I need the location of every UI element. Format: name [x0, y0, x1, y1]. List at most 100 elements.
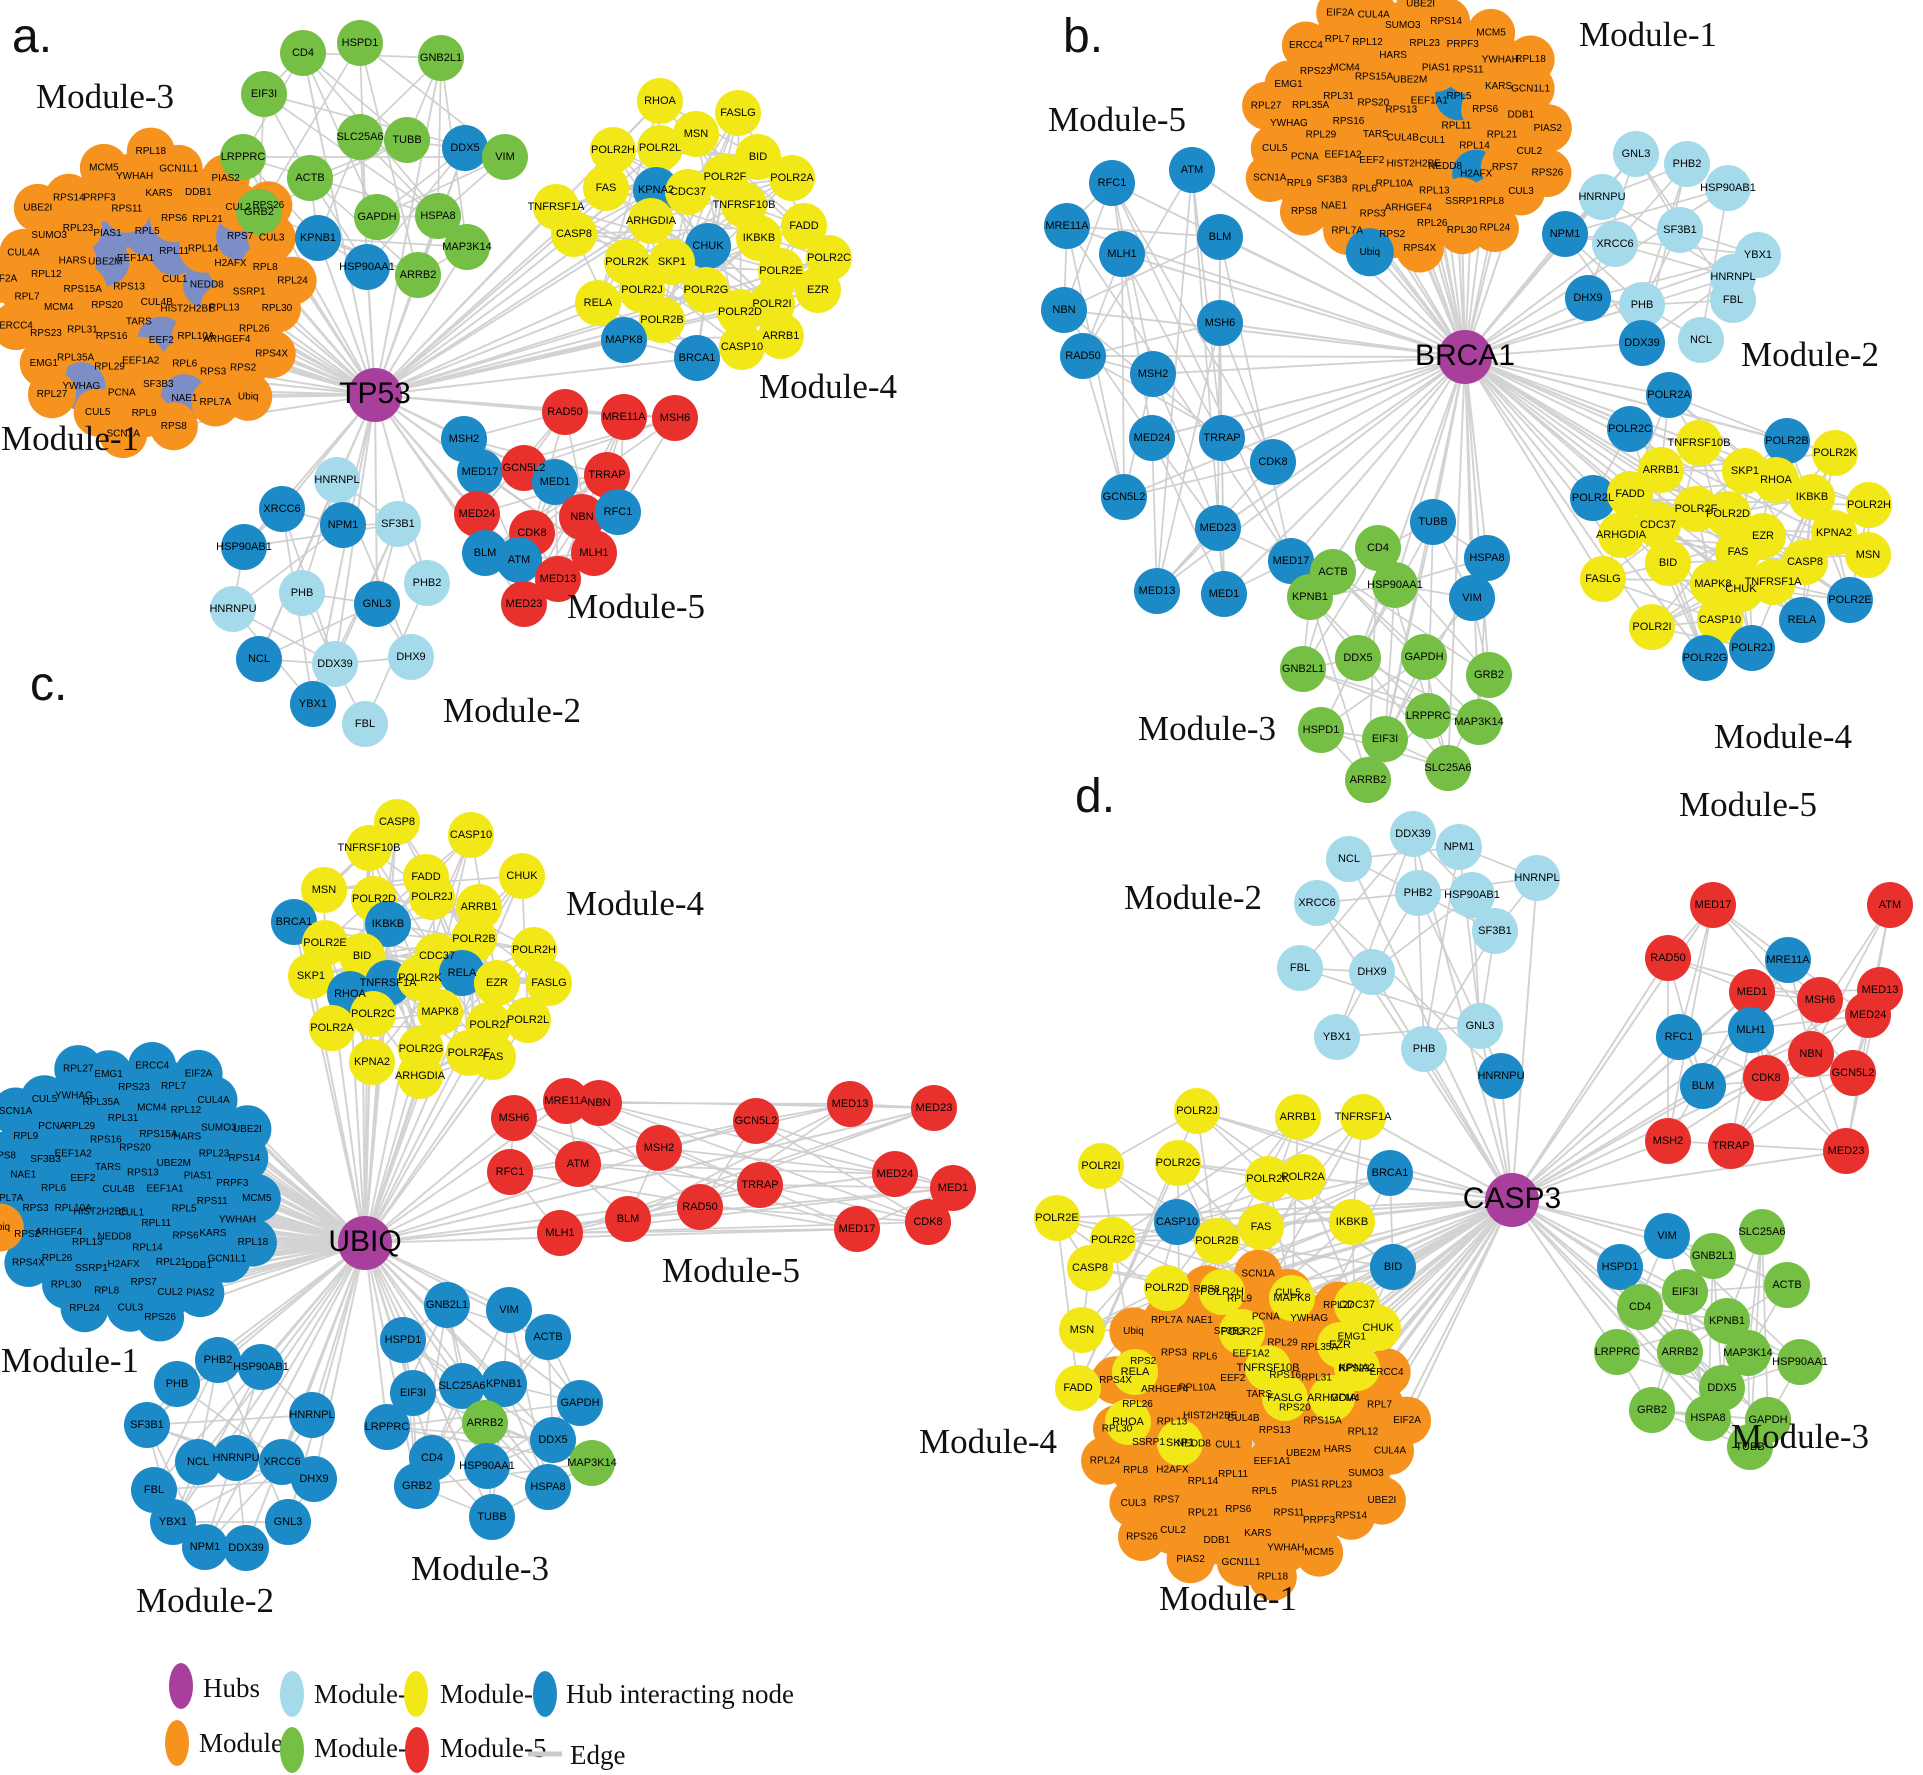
gene-node-KPNB1[interactable] [481, 1361, 527, 1407]
gene-node-CASP10[interactable] [1154, 1199, 1200, 1245]
gene-node-RPL18[interactable] [228, 1218, 277, 1267]
gene-node-EZR[interactable] [795, 267, 841, 313]
gene-node-TNFRSF1A[interactable] [1750, 559, 1796, 605]
gene-node-GNL3[interactable] [354, 581, 400, 627]
gene-node-ERCC4[interactable] [1281, 21, 1330, 70]
gene-node-UBE2I[interactable] [223, 1105, 272, 1154]
gene-node-MED24[interactable] [454, 491, 500, 537]
gene-node-BLM[interactable] [1680, 1063, 1726, 1109]
gene-node-TNFRSF10B[interactable] [346, 825, 392, 871]
gene-node-Ubiq[interactable] [1345, 228, 1394, 277]
gene-node-NPM1[interactable] [182, 1524, 228, 1570]
gene-node-ARRB2[interactable] [1345, 757, 1391, 803]
gene-node-GCN5L2[interactable] [1830, 1050, 1876, 1096]
gene-node-ARRB1[interactable] [1638, 447, 1684, 493]
gene-node-NBN[interactable] [1788, 1031, 1834, 1077]
gene-node-FADD[interactable] [1607, 471, 1653, 517]
gene-node-EIF2A[interactable] [1316, 0, 1365, 37]
gene-node-MED17[interactable] [1690, 882, 1736, 928]
gene-node-DDX5[interactable] [530, 1417, 576, 1463]
gene-node-MAPK8[interactable] [601, 317, 647, 363]
gene-node-MRE11A[interactable] [543, 1078, 589, 1124]
gene-node-PHB[interactable] [1619, 282, 1665, 328]
gene-node-XRCC6[interactable] [1592, 221, 1638, 267]
gene-node-CDK8[interactable] [1250, 439, 1296, 485]
gene-node-MSN[interactable] [1845, 532, 1891, 578]
gene-node-POLR2K[interactable] [1812, 430, 1858, 476]
gene-node-MAP3K14[interactable] [569, 1440, 615, 1486]
gene-node-ERCC4[interactable] [128, 1042, 177, 1090]
gene-node-GRB2[interactable] [1466, 652, 1512, 698]
gene-node-XRCC6[interactable] [259, 486, 305, 532]
gene-node-HSP90AB1[interactable] [1705, 165, 1751, 211]
gene-node-GAPDH[interactable] [354, 194, 400, 240]
gene-node-POLR2H[interactable] [590, 127, 636, 173]
gene-node-SCN1A[interactable] [1234, 1249, 1283, 1298]
gene-node-POLR2K[interactable] [397, 955, 443, 1001]
gene-node-IKBKB[interactable] [365, 901, 411, 947]
gene-node-RFC1[interactable] [595, 489, 641, 535]
gene-node-CDK8[interactable] [1743, 1055, 1789, 1101]
gene-node-RPS4X[interactable] [4, 1239, 53, 1287]
gene-node-HSPD1[interactable] [380, 1317, 426, 1363]
gene-node-DDX39[interactable] [1619, 320, 1665, 366]
gene-node-MED24[interactable] [1129, 415, 1175, 461]
gene-node-MRE11A[interactable] [1765, 937, 1811, 983]
gene-node-MAPK8[interactable] [417, 989, 463, 1035]
gene-node-RFC1[interactable] [1089, 160, 1135, 206]
gene-node-PIAS2[interactable] [176, 1269, 225, 1318]
gene-node-ARHGDIA[interactable] [1309, 1375, 1355, 1421]
gene-node-MED17[interactable] [834, 1206, 880, 1252]
hub-node-BRCA1[interactable] [1438, 330, 1492, 384]
gene-node-Ubiq[interactable] [224, 372, 273, 421]
gene-node-HSP90AA1[interactable] [1372, 562, 1418, 608]
gene-node-DDX39[interactable] [1390, 811, 1436, 857]
gene-node-NCL[interactable] [236, 636, 282, 682]
gene-node-Ubiq[interactable] [1109, 1307, 1158, 1356]
gene-node-BLM[interactable] [605, 1196, 651, 1242]
gene-node-GNB2L1[interactable] [1280, 646, 1326, 692]
gene-node-PHB[interactable] [154, 1361, 200, 1407]
gene-node-HSPD1[interactable] [1597, 1244, 1643, 1290]
gene-node-POLR2D[interactable] [717, 289, 763, 335]
gene-node-CDK8[interactable] [905, 1199, 951, 1245]
gene-node-MAP3K14[interactable] [1456, 699, 1502, 745]
gene-node-RPL24[interactable] [60, 1284, 109, 1333]
gene-node-POLR2C[interactable] [350, 991, 396, 1037]
gene-node-ARRB1[interactable] [758, 313, 804, 359]
gene-node-SF3B1[interactable] [375, 501, 421, 547]
gene-node-CHUK[interactable] [499, 853, 545, 899]
gene-node-HSP90AA1[interactable] [464, 1443, 510, 1489]
hub-node-CASP3[interactable] [1485, 1173, 1539, 1227]
gene-node-CHUK[interactable] [1355, 1305, 1401, 1351]
gene-node-EIF3I[interactable] [1362, 716, 1408, 762]
gene-node-EIF2A[interactable] [0, 254, 28, 303]
gene-node-PIAS2[interactable] [1523, 104, 1572, 153]
gene-node-BRCA1[interactable] [674, 335, 720, 381]
gene-node-POLR2H[interactable] [1846, 482, 1892, 528]
gene-node-EIF2A[interactable] [174, 1049, 223, 1098]
gene-node-SLC25A6[interactable] [1425, 745, 1471, 791]
gene-node-MED1[interactable] [532, 459, 578, 505]
gene-node-ACTB[interactable] [525, 1314, 571, 1360]
gene-node-ARHGDIA[interactable] [628, 198, 674, 244]
hub-node-TP53[interactable] [348, 368, 402, 422]
gene-node-BID[interactable] [1645, 540, 1691, 586]
gene-node-POLR2I[interactable] [1629, 604, 1675, 650]
hub-node-UBIQ[interactable] [338, 1216, 392, 1270]
gene-node-TUBB[interactable] [469, 1494, 515, 1540]
gene-node-SKP1[interactable] [1157, 1420, 1203, 1466]
gene-node-MED23[interactable] [501, 581, 547, 627]
gene-node-MRE11A[interactable] [1044, 203, 1090, 249]
gene-node-NCL[interactable] [1678, 317, 1724, 363]
gene-node-POLR2H[interactable] [1199, 1269, 1245, 1315]
gene-node-MCM5[interactable] [1295, 1528, 1344, 1577]
gene-node-LRPPRC[interactable] [364, 1404, 410, 1450]
gene-node-CDC37[interactable] [1635, 502, 1681, 548]
gene-node-FASLG[interactable] [715, 90, 761, 136]
gene-node-POLR2L[interactable] [637, 125, 683, 171]
gene-node-RPS4X[interactable] [1395, 224, 1444, 273]
gene-node-KPNA2[interactable] [349, 1039, 395, 1085]
gene-node-SF3B1[interactable] [124, 1402, 170, 1448]
gene-node-PHB2[interactable] [1395, 870, 1441, 916]
